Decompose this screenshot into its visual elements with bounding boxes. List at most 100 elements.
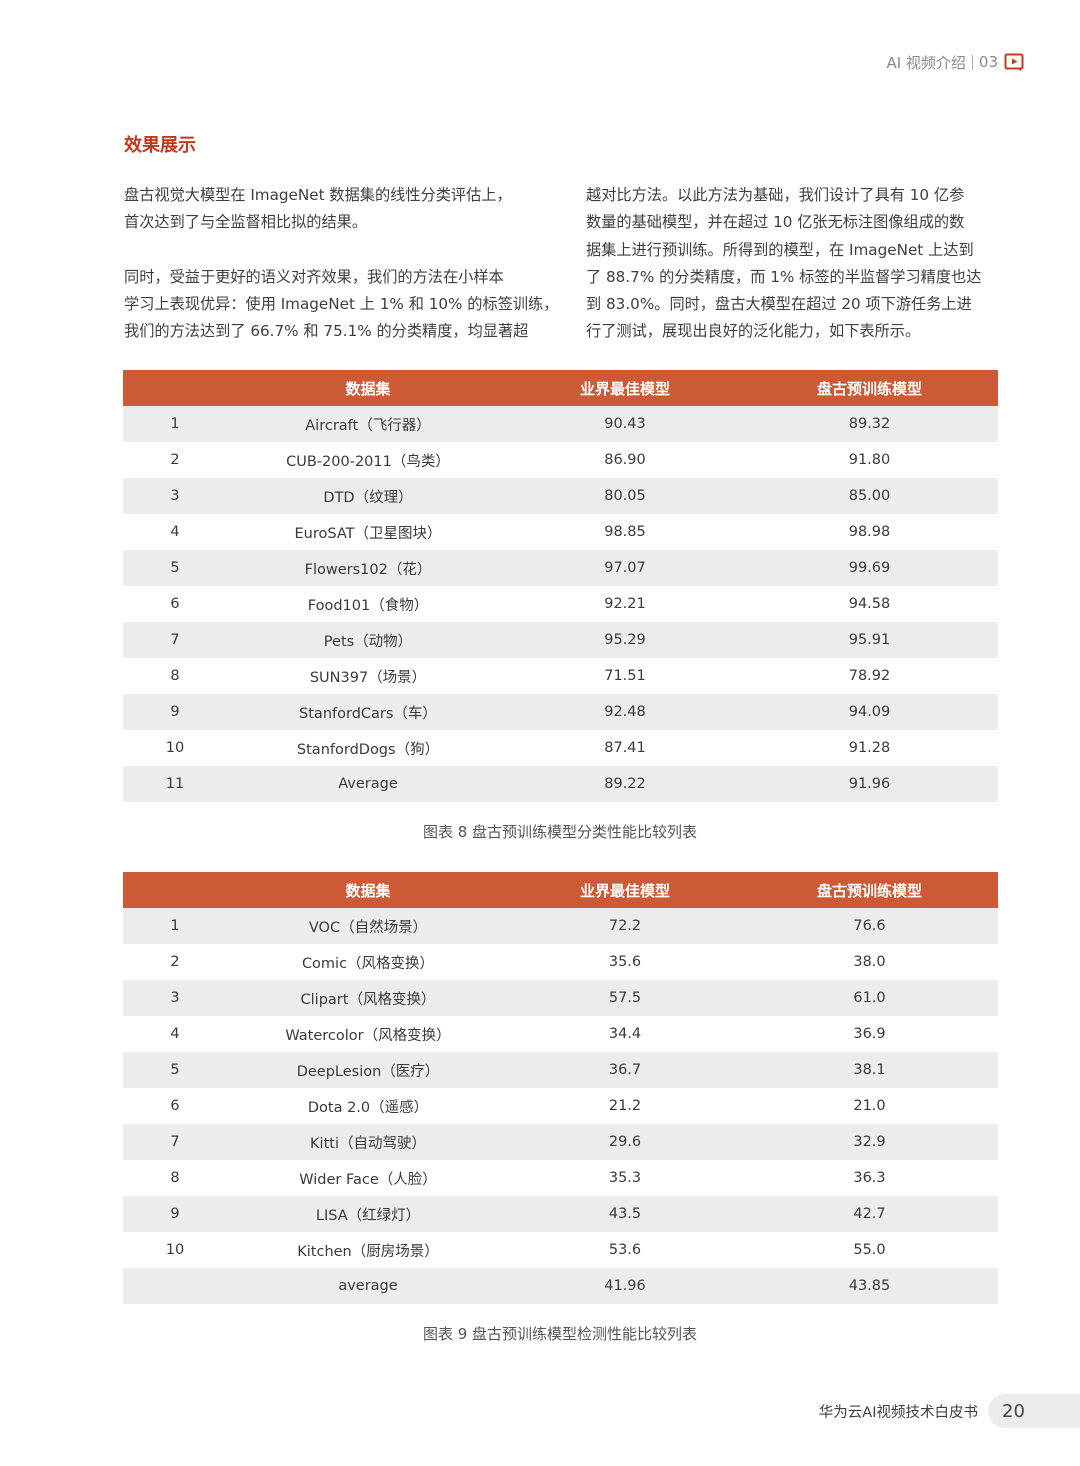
table-row: 2 Comic（风格变换） 35.6 38.0 (123, 944, 998, 980)
cell-dataset: Kitti（自动驾驶） (227, 1124, 509, 1160)
table-row: 8 Wider Face（人脸） 35.3 36.3 (123, 1160, 998, 1196)
cell-best: 72.2 (509, 908, 741, 944)
cell-best: 57.5 (509, 980, 741, 1016)
cell-index: 1 (123, 908, 227, 944)
cell-best: 34.4 (509, 1016, 741, 1052)
cell-dataset: Food101（食物） (227, 586, 509, 622)
cell-best: 21.2 (509, 1088, 741, 1124)
cell-index: 5 (123, 1052, 227, 1088)
header-chapter: 03 (978, 53, 998, 71)
cell-dataset: EuroSAT（卫星图块） (227, 514, 509, 550)
cell-dataset: Dota 2.0（遥感） (227, 1088, 509, 1124)
cell-best: 43.5 (509, 1196, 741, 1232)
text-line: 了 88.7% 的分类精度，而 1% 标签的半监督学习精度也达 (586, 267, 982, 286)
cell-dataset: VOC（自然场景） (227, 908, 509, 944)
cell-best: 36.7 (509, 1052, 741, 1088)
cell-pangu: 61.0 (741, 980, 998, 1016)
body-text-left: 盘古视觉大模型在 ImageNet 数据集的线性分类评估上， 首次达到了与全监督… (124, 182, 559, 345)
cell-pangu: 21.0 (741, 1088, 998, 1124)
page-header: AI 视频介绍 03 (886, 50, 1024, 74)
table-header-row: 数据集 业界最佳模型 盘古预训练模型 (123, 370, 998, 406)
cell-dataset: Kitchen（厨房场景） (227, 1232, 509, 1268)
header-divider (971, 54, 973, 70)
cell-index: 8 (123, 1160, 227, 1196)
table-row: 6 Dota 2.0（遥感） 21.2 21.0 (123, 1088, 998, 1124)
cell-pangu: 95.91 (741, 622, 998, 658)
cell-pangu: 55.0 (741, 1232, 998, 1268)
table-row: 9 StanfordCars（车） 92.48 94.09 (123, 694, 998, 730)
detection-table: 数据集 业界最佳模型 盘古预训练模型 1 VOC（自然场景） 72.2 76.6… (123, 872, 998, 1304)
table-row: 8 SUN397（场景） 71.51 78.92 (123, 658, 998, 694)
text-line: 据集上进行预训练。所得到的模型，在 ImageNet 上达到 (586, 240, 974, 259)
cell-best: 95.29 (509, 622, 741, 658)
cell-pangu: 98.98 (741, 514, 998, 550)
table-row: 5 Flowers102（花） 97.07 99.69 (123, 550, 998, 586)
text-line: 我们的方法达到了 66.7% 和 75.1% 的分类精度，均显著超 (124, 322, 529, 341)
cell-best: 29.6 (509, 1124, 741, 1160)
table-row: 11 Average 89.22 91.96 (123, 766, 998, 802)
text-line: 到 83.0%。同时，盘古大模型在超过 20 项下游任务上进 (586, 295, 972, 314)
cell-index: 10 (123, 1232, 227, 1268)
cell-dataset: Average (227, 766, 509, 802)
cell-pangu: 32.9 (741, 1124, 998, 1160)
page-footer: 华为云AI视频技术白皮书 20 (819, 1394, 1080, 1428)
header-pangu-model: 盘古预训练模型 (741, 872, 998, 908)
cell-index: 6 (123, 1088, 227, 1124)
text-line: 盘古视觉大模型在 ImageNet 数据集的线性分类评估上， (124, 186, 512, 204)
cell-best: 87.41 (509, 730, 741, 766)
cell-pangu: 43.85 (741, 1268, 998, 1304)
classification-table: 数据集 业界最佳模型 盘古预训练模型 1 Aircraft（飞行器） 90.43… (123, 370, 998, 802)
header-section: AI 视频介绍 (886, 53, 966, 72)
cell-index (123, 1268, 227, 1304)
table-row: 10 Kitchen（厨房场景） 53.6 55.0 (123, 1232, 998, 1268)
cell-index: 3 (123, 478, 227, 514)
page-number: 20 (1002, 1400, 1025, 1422)
cell-pangu: 85.00 (741, 478, 998, 514)
cell-pangu: 91.80 (741, 442, 998, 478)
cell-index: 11 (123, 766, 227, 802)
cell-best: 71.51 (509, 658, 741, 694)
cell-best: 92.48 (509, 694, 741, 730)
cell-pangu: 94.09 (741, 694, 998, 730)
cell-dataset: Aircraft（飞行器） (227, 406, 509, 442)
header-dataset: 数据集 (227, 370, 509, 406)
text-line: 首次达到了与全监督相比拟的结果。 (124, 213, 367, 232)
table-row: 10 StanfordDogs（狗） 87.41 91.28 (123, 730, 998, 766)
cell-dataset: Watercolor（风格变换） (227, 1016, 509, 1052)
cell-index: 6 (123, 586, 227, 622)
cell-dataset: SUN397（场景） (227, 658, 509, 694)
cell-dataset: Flowers102（花） (227, 550, 509, 586)
text-line: 行了测试，展现出良好的泛化能力，如下表所示。 (586, 322, 921, 341)
text-line: 学习上表现优异：使用 ImageNet 上 1% 和 10% 的标签训练， (124, 294, 559, 313)
cell-dataset: DeepLesion（医疗） (227, 1052, 509, 1088)
table-caption: 图表 8 盘古预训练模型分类性能比较列表 (422, 823, 698, 841)
table-caption: 图表 9 盘古预训练模型检测性能比较列表 (422, 1325, 698, 1343)
text-line: 越对比方法。以此方法为基础，我们设计了具有 10 亿参 (586, 186, 965, 204)
table-row: 3 Clipart（风格变换） 57.5 61.0 (123, 980, 998, 1016)
cell-dataset: CUB-200-2011（鸟类） (227, 442, 509, 478)
cell-dataset: Wider Face（人脸） (227, 1160, 509, 1196)
header-best-model: 业界最佳模型 (509, 872, 741, 908)
table-row: 1 VOC（自然场景） 72.2 76.6 (123, 908, 998, 944)
table-row: 5 DeepLesion（医疗） 36.7 38.1 (123, 1052, 998, 1088)
table-row: 3 DTD（纹理） 80.05 85.00 (123, 478, 998, 514)
header-index (123, 370, 227, 406)
text-line: 同时，受益于更好的语义对齐效果，我们的方法在小样本 (124, 267, 504, 286)
cell-dataset: LISA（红绿灯） (227, 1196, 509, 1232)
cell-best: 80.05 (509, 478, 741, 514)
cell-index: 1 (123, 406, 227, 442)
cell-pangu: 76.6 (741, 908, 998, 944)
header-dataset: 数据集 (227, 872, 509, 908)
table-row: 7 Kitti（自动驾驶） 29.6 32.9 (123, 1124, 998, 1160)
cell-pangu: 99.69 (741, 550, 998, 586)
cell-dataset: StanfordCars（车） (227, 694, 509, 730)
table-row: 4 Watercolor（风格变换） 34.4 36.9 (123, 1016, 998, 1052)
table-row: average 41.96 43.85 (123, 1268, 998, 1304)
cell-dataset: DTD（纹理） (227, 478, 509, 514)
video-play-icon (1004, 53, 1024, 71)
cell-dataset: StanfordDogs（狗） (227, 730, 509, 766)
cell-index: 10 (123, 730, 227, 766)
cell-index: 2 (123, 442, 227, 478)
cell-best: 97.07 (509, 550, 741, 586)
table-row: 9 LISA（红绿灯） 43.5 42.7 (123, 1196, 998, 1232)
